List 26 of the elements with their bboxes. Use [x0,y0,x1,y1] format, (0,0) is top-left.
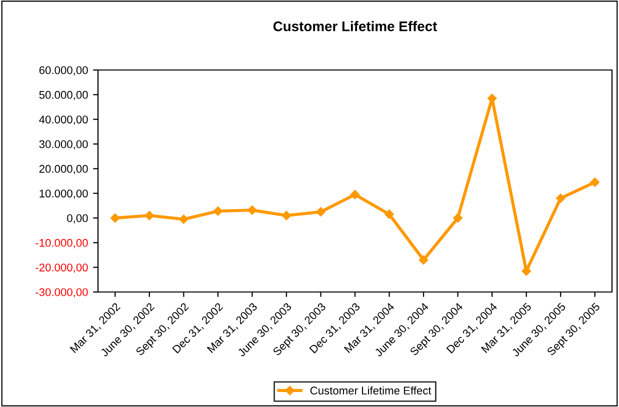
point [453,213,462,223]
point [487,94,497,103]
y-tick-label: 40.000,00 [39,116,88,125]
y-tick-label: 0,00 [67,214,88,224]
y-tick-label: 10.000,00 [40,190,88,199]
point [590,178,600,187]
point [316,207,326,216]
y-tick-label: 50.000,00 [39,90,88,100]
point [384,210,394,219]
y-tick-label: 20.000,00 [39,164,88,174]
point [110,213,120,223]
point [556,194,566,203]
legend-label: Customer Lifetime Effect [310,386,432,395]
point [350,190,360,200]
y-tick-label: -30.000,00 [36,288,88,298]
point [282,210,292,220]
point [179,214,188,224]
y-tick-label: -20.000,00 [36,264,88,273]
y-tick-label: -10.000,00 [36,238,88,248]
point [418,255,428,265]
point [213,206,223,216]
y-tick-label: 30.000,00 [39,140,88,150]
y-tick-label: 60.000,00 [39,66,88,76]
point [144,210,154,220]
point [248,205,257,215]
chart-title: Customer Lifetime Effect [273,21,438,32]
